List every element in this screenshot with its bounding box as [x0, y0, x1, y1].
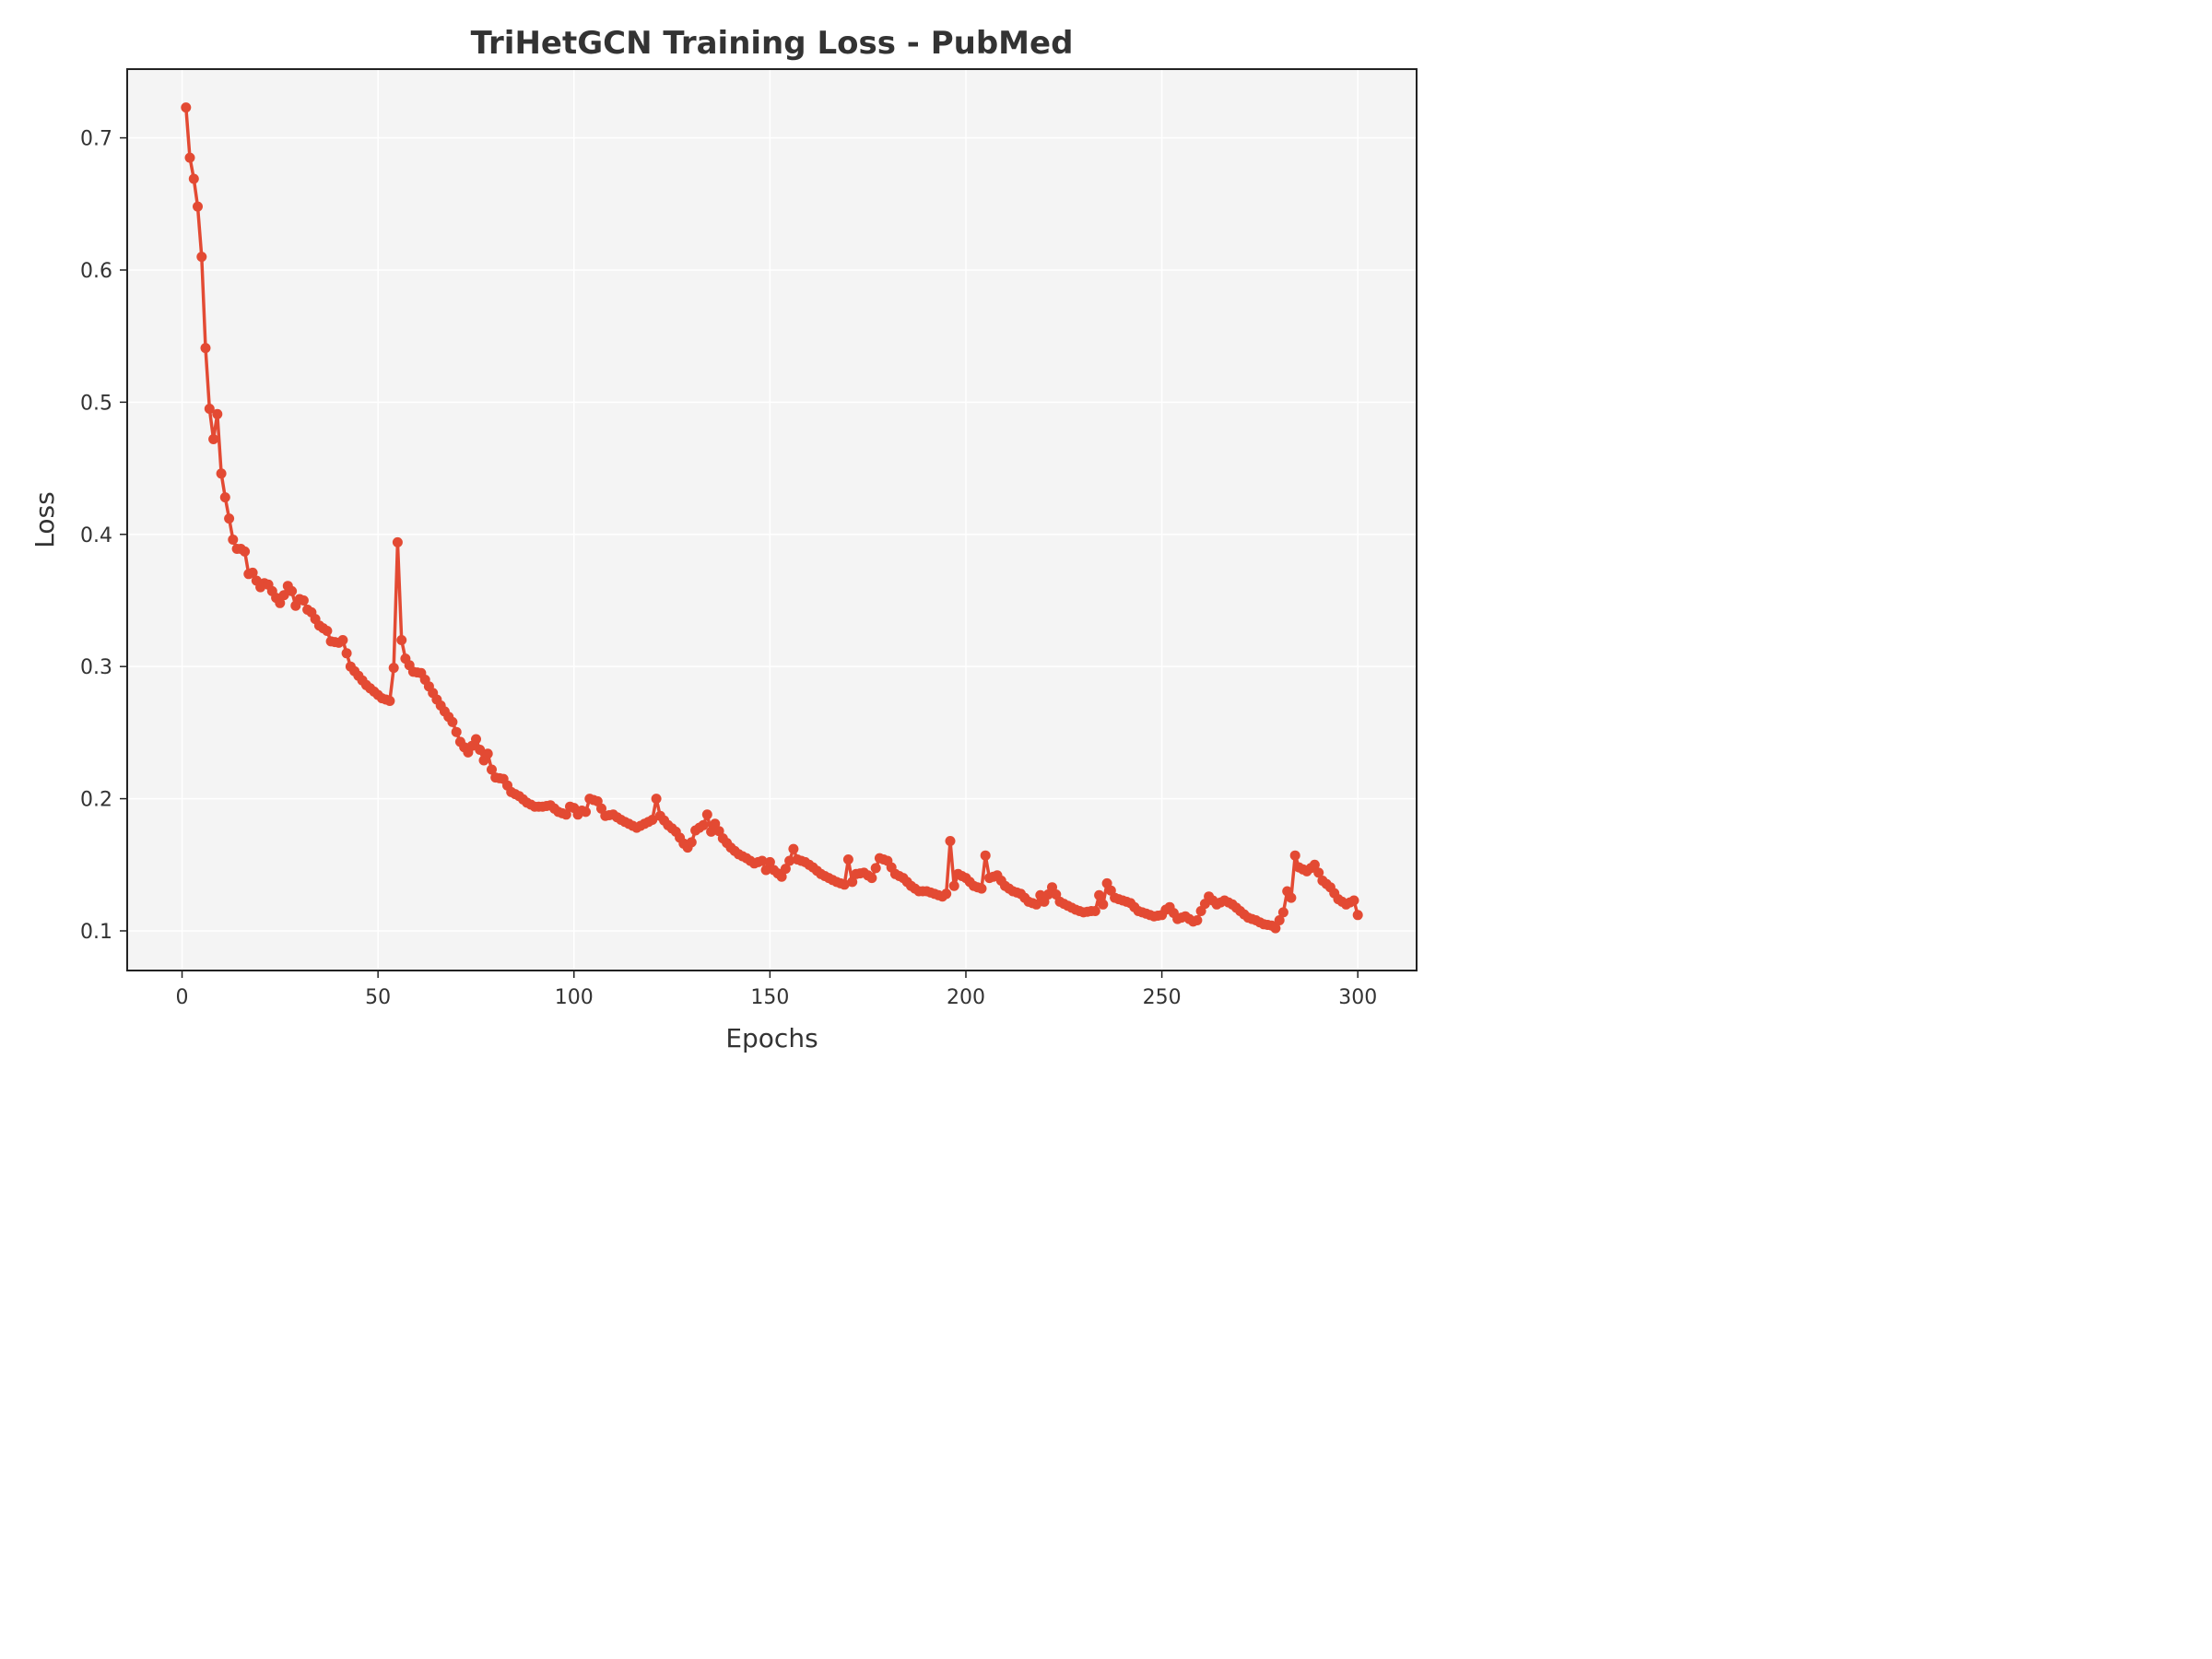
line-chart: 0 50 100 150 200 250 300 0.1 0.2 0.3 0.4 0.5 0.6 0.7… — [29, 25, 1418, 1053]
data-point — [298, 595, 309, 606]
data-point — [196, 252, 207, 263]
x-tick-label: 250 — [1143, 986, 1182, 1009]
data-point — [1348, 895, 1359, 906]
data-point — [788, 843, 799, 854]
data-point — [948, 880, 959, 891]
data-point — [764, 856, 775, 867]
data-point — [388, 663, 399, 674]
data-point — [686, 837, 697, 848]
data-point — [945, 836, 956, 846]
data-point — [1277, 907, 1288, 918]
data-point — [941, 888, 952, 900]
x-axis: 0 50 100 150 200 250 300 — [176, 971, 1377, 1009]
data-point — [776, 871, 787, 882]
data-point — [866, 873, 877, 884]
x-tick-label: 0 — [176, 986, 189, 1009]
chart-title: TriHetGCN Training Loss - PubMed — [471, 25, 1074, 62]
data-point — [1274, 915, 1285, 925]
x-tick-label: 200 — [947, 986, 985, 1009]
data-point — [1352, 910, 1363, 921]
data-point — [784, 855, 795, 866]
data-point — [240, 546, 251, 557]
y-tick-label: 0.3 — [80, 656, 112, 679]
grid — [127, 69, 1417, 971]
data-point — [384, 696, 395, 706]
data-point — [839, 879, 850, 890]
data-point — [1313, 867, 1324, 878]
y-tick-label: 0.1 — [80, 921, 112, 944]
data-point — [757, 855, 768, 866]
data-point — [475, 745, 486, 755]
data-point — [706, 826, 717, 837]
y-axis: 0.1 0.2 0.3 0.4 0.5 0.6 0.7 — [80, 128, 127, 944]
data-point — [204, 404, 215, 414]
data-point — [976, 883, 987, 894]
data-point — [322, 626, 333, 636]
x-tick-label: 50 — [365, 986, 391, 1009]
data-point — [651, 794, 662, 805]
data-point — [1031, 899, 1041, 910]
y-tick-label: 0.5 — [80, 392, 112, 415]
data-point — [1286, 892, 1297, 903]
data-point — [224, 513, 235, 524]
data-point — [1089, 906, 1100, 916]
data-point — [1098, 899, 1109, 910]
data-point — [219, 492, 230, 503]
data-point — [275, 597, 286, 608]
data-point — [980, 850, 991, 861]
data-point — [647, 815, 658, 825]
y-tick-label: 0.6 — [80, 260, 112, 283]
data-point — [451, 726, 462, 737]
data-point — [392, 536, 403, 547]
data-point — [184, 152, 195, 163]
y-tick-label: 0.4 — [80, 524, 112, 547]
x-tick-label: 150 — [750, 986, 789, 1009]
data-point — [471, 734, 481, 745]
data-point — [760, 865, 771, 876]
marker-layer — [181, 102, 1363, 934]
data-point — [396, 635, 407, 645]
data-point — [701, 809, 712, 820]
data-point — [212, 408, 223, 419]
plot-frame — [126, 68, 1418, 971]
data-point — [780, 864, 791, 875]
data-point — [341, 648, 352, 659]
data-point — [560, 809, 571, 820]
data-point — [337, 635, 348, 645]
data-point — [181, 102, 192, 113]
data-point — [447, 716, 458, 727]
data-point — [842, 854, 853, 865]
data-point — [487, 764, 497, 775]
data-point — [200, 343, 211, 354]
data-point — [1094, 889, 1105, 900]
data-point — [1192, 915, 1203, 925]
data-point — [1309, 859, 1320, 870]
data-point — [278, 590, 289, 601]
data-point — [228, 535, 239, 545]
data-point — [287, 585, 298, 596]
data-point — [193, 201, 203, 212]
data-point — [208, 434, 219, 444]
data-point — [847, 877, 858, 888]
plot-background — [127, 69, 1417, 971]
x-tick-label: 300 — [1338, 986, 1377, 1009]
y-tick-label: 0.7 — [80, 128, 112, 151]
data-point — [698, 819, 709, 830]
x-tick-label: 100 — [555, 986, 594, 1009]
y-tick-label: 0.2 — [80, 789, 112, 812]
data-point — [1270, 923, 1281, 934]
data-point — [870, 863, 881, 874]
data-point — [581, 806, 591, 818]
data-point — [247, 567, 258, 578]
y-axis-label: Loss — [29, 491, 60, 547]
x-axis-label: Epochs — [725, 1023, 818, 1053]
data-point — [188, 173, 199, 184]
data-point — [216, 468, 227, 479]
data-point — [1289, 850, 1300, 861]
data-point — [482, 748, 493, 759]
